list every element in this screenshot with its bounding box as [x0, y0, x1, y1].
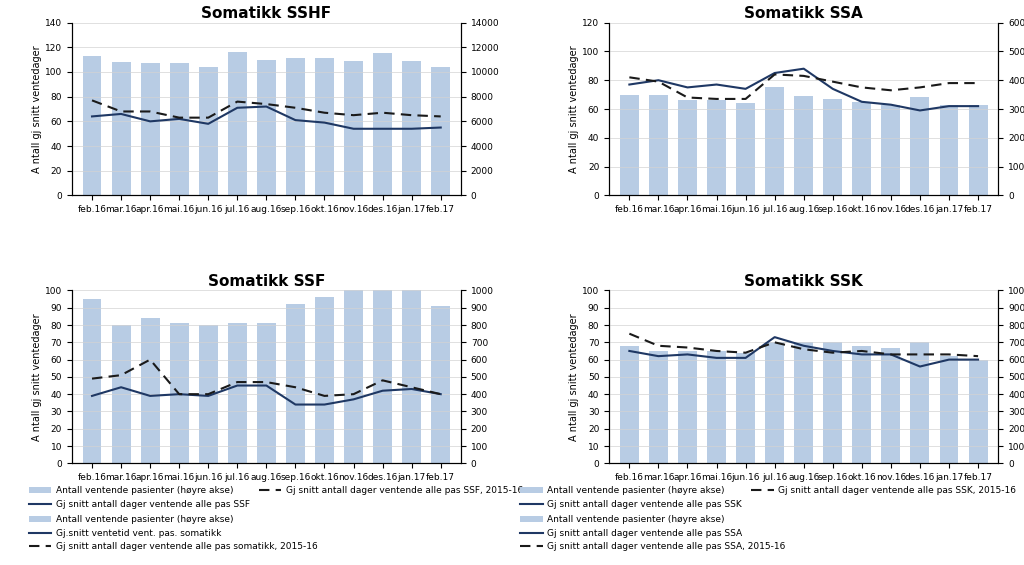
Bar: [286, 58, 305, 195]
Title: Somatikk SSHF: Somatikk SSHF: [202, 6, 332, 21]
Bar: [431, 306, 451, 463]
Bar: [678, 101, 697, 195]
Bar: [969, 105, 987, 195]
Legend: Antall ventende pasienter (høyre akse), Gj snitt antall dager ventende alle pas : Antall ventende pasienter (høyre akse), …: [516, 483, 1020, 512]
Bar: [649, 351, 668, 463]
Legend: Antall ventende pasienter (høyre akse), Gj snitt antall dager ventende alle pas : Antall ventende pasienter (høyre akse), …: [516, 511, 790, 555]
Bar: [83, 56, 101, 195]
Bar: [344, 61, 362, 195]
Bar: [112, 62, 130, 195]
Bar: [910, 98, 930, 195]
Bar: [83, 299, 101, 463]
Y-axis label: A ntall gj snitt ventedager: A ntall gj snitt ventedager: [569, 45, 580, 173]
Bar: [228, 52, 247, 195]
Bar: [140, 318, 160, 463]
Bar: [795, 96, 813, 195]
Bar: [373, 290, 392, 463]
Bar: [882, 105, 900, 195]
Bar: [344, 290, 362, 463]
Bar: [708, 351, 726, 463]
Bar: [199, 325, 218, 463]
Bar: [736, 353, 755, 463]
Bar: [402, 290, 421, 463]
Bar: [140, 63, 160, 195]
Bar: [286, 305, 305, 463]
Bar: [315, 58, 334, 195]
Bar: [736, 103, 755, 195]
Bar: [257, 60, 275, 195]
Bar: [940, 356, 958, 463]
Legend: Antall ventende pasienter (høyre akse), Gj snitt antall dager ventende alle pas : Antall ventende pasienter (høyre akse), …: [25, 483, 526, 512]
Bar: [910, 342, 930, 463]
Bar: [620, 94, 639, 195]
Y-axis label: A ntall gj snitt ventedager: A ntall gj snitt ventedager: [32, 313, 42, 441]
Bar: [823, 342, 842, 463]
Bar: [649, 94, 668, 195]
Bar: [678, 351, 697, 463]
Bar: [170, 323, 188, 463]
Y-axis label: A ntall gj snitt ventedager: A ntall gj snitt ventedager: [569, 313, 580, 441]
Title: Somatikk SSK: Somatikk SSK: [744, 275, 863, 289]
Bar: [708, 101, 726, 195]
Bar: [795, 342, 813, 463]
Bar: [620, 346, 639, 463]
Title: Somatikk SSA: Somatikk SSA: [744, 6, 863, 21]
Bar: [170, 63, 188, 195]
Bar: [228, 323, 247, 463]
Bar: [373, 54, 392, 195]
Bar: [969, 359, 987, 463]
Bar: [402, 61, 421, 195]
Bar: [315, 297, 334, 463]
Bar: [431, 67, 451, 195]
Bar: [765, 342, 784, 463]
Title: Somatikk SSF: Somatikk SSF: [208, 275, 325, 289]
Bar: [882, 347, 900, 463]
Bar: [823, 99, 842, 195]
Bar: [112, 325, 130, 463]
Legend: Antall ventende pasienter (høyre akse), Gj.snitt ventetid vent. pas. somatikk, G: Antall ventende pasienter (høyre akse), …: [25, 511, 322, 555]
Bar: [852, 346, 871, 463]
Bar: [199, 67, 218, 195]
Bar: [940, 105, 958, 195]
Bar: [257, 323, 275, 463]
Y-axis label: A ntall gj snitt ventedager: A ntall gj snitt ventedager: [32, 45, 42, 173]
Bar: [852, 102, 871, 195]
Bar: [765, 88, 784, 195]
